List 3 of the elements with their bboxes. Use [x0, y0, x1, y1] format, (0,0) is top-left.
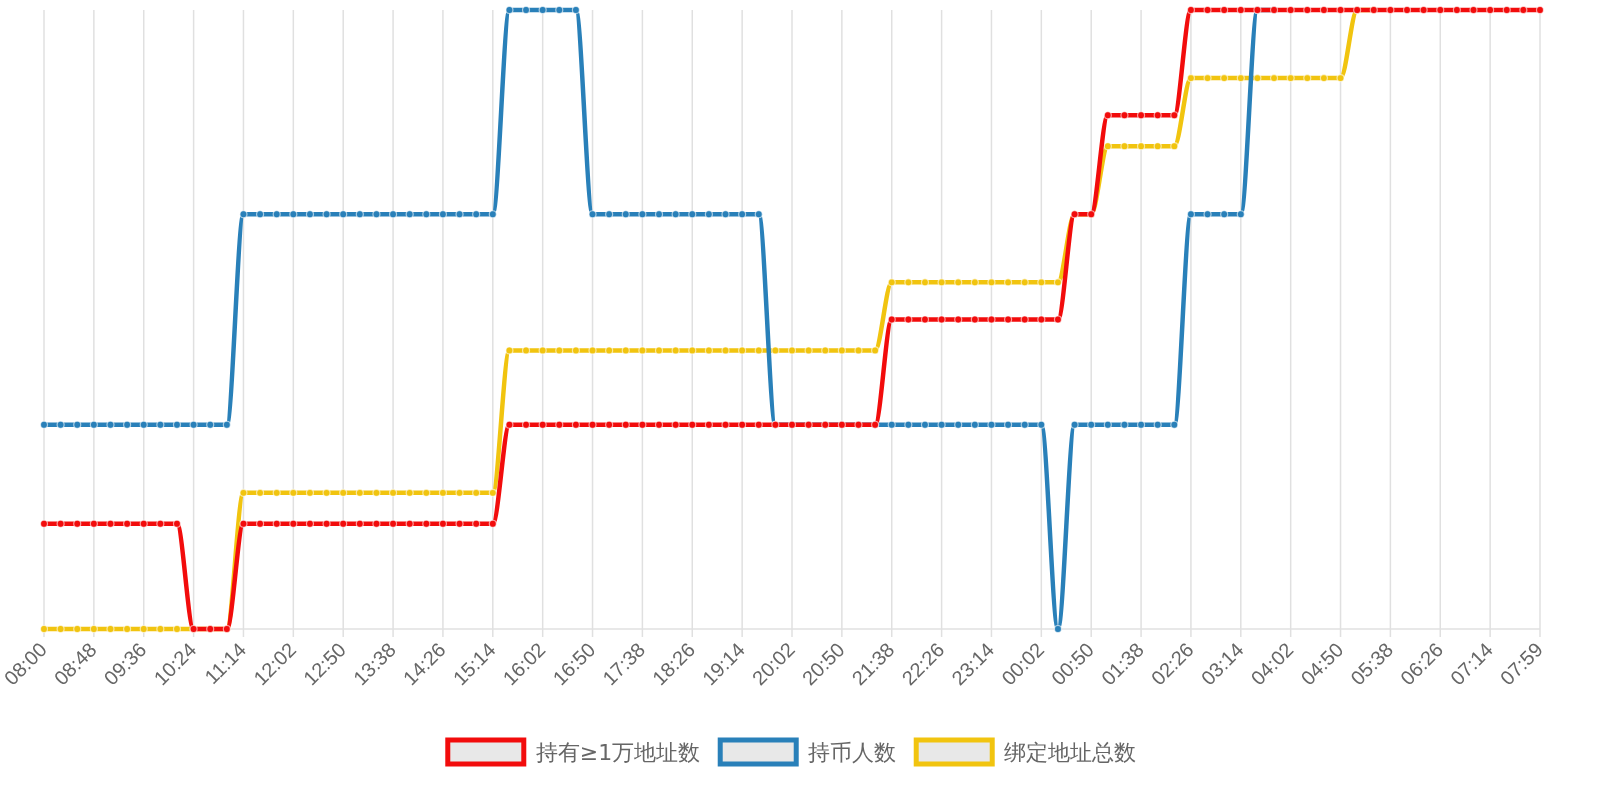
legend-label: 持币人数 — [808, 740, 897, 765]
legend-label: 持有≥1万地址数 — [535, 740, 701, 765]
legend-label: 绑定地址总数 — [1004, 740, 1137, 765]
